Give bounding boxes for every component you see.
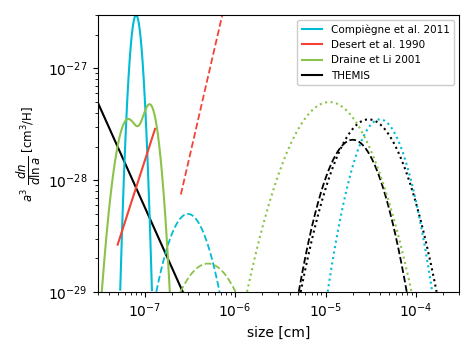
Y-axis label: $a^3\ \dfrac{dn}{d\ln a}\ \mathrm{[cm^3/H]}$: $a^3\ \dfrac{dn}{d\ln a}\ \mathrm{[cm^3/… [15, 105, 43, 202]
X-axis label: size [cm]: size [cm] [246, 326, 310, 340]
Legend: Compiègne et al. 2011, Desert et al. 1990, Draine et Li 2001, THEMIS: Compiègne et al. 2011, Desert et al. 199… [297, 20, 454, 84]
